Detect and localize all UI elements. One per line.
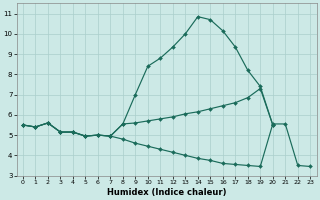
X-axis label: Humidex (Indice chaleur): Humidex (Indice chaleur) (107, 188, 226, 197)
